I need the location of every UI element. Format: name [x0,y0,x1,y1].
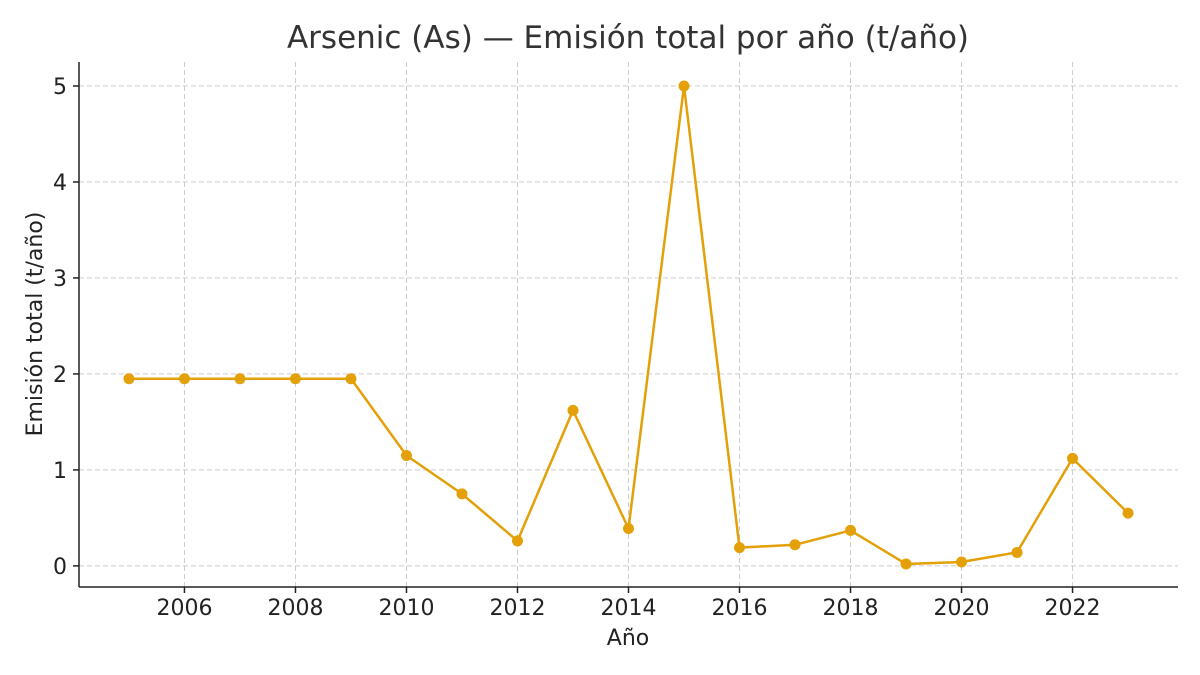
series-line [129,84,1129,566]
data-point [511,535,523,547]
data-point [123,373,135,385]
data-point [900,558,912,570]
data-point [567,404,579,416]
data-point [956,556,968,568]
data-point [289,373,301,385]
x-tick-label: 2012 [489,596,545,621]
y-axis-label: Emisión total (t/año) [23,212,48,437]
y-tick-label: 2 [53,363,67,388]
data-point [678,80,690,92]
data-point [1122,507,1134,519]
data-point [345,373,357,385]
data-point [734,542,746,554]
y-tick-label: 0 [53,555,67,580]
x-tick-label: 2020 [934,596,990,621]
ticks: 2006 2008 2010 2012 2014 2016 2018 2020 2022 0 1 2 3… [53,75,1101,621]
data-point [178,373,190,385]
y-tick-label: 1 [53,459,67,484]
x-tick-label: 2008 [267,596,323,621]
y-tick-label: 5 [53,75,67,100]
data-point [623,522,634,534]
data-point [1067,452,1079,464]
data-point [789,539,801,551]
axes [78,62,1178,588]
x-tick-label: 2022 [1045,596,1101,621]
series [123,80,1134,570]
x-tick-label: 2016 [712,596,768,621]
y-tick-label: 4 [53,171,67,196]
x-tick-label: 2014 [601,596,657,621]
x-tick-label: 2018 [823,596,879,621]
data-point [1011,546,1023,558]
x-tick-label: 2010 [378,596,434,621]
y-tick-label: 3 [53,267,67,292]
data-point [400,450,412,462]
data-point [456,488,468,500]
grid [79,62,1178,587]
data-point [845,524,857,536]
x-tick-label: 2006 [156,596,212,621]
chart-title: Arsenic (As) — Emisión total por año (t/… [287,20,969,56]
x-axis-label: Año [607,626,649,651]
data-point [234,373,246,385]
